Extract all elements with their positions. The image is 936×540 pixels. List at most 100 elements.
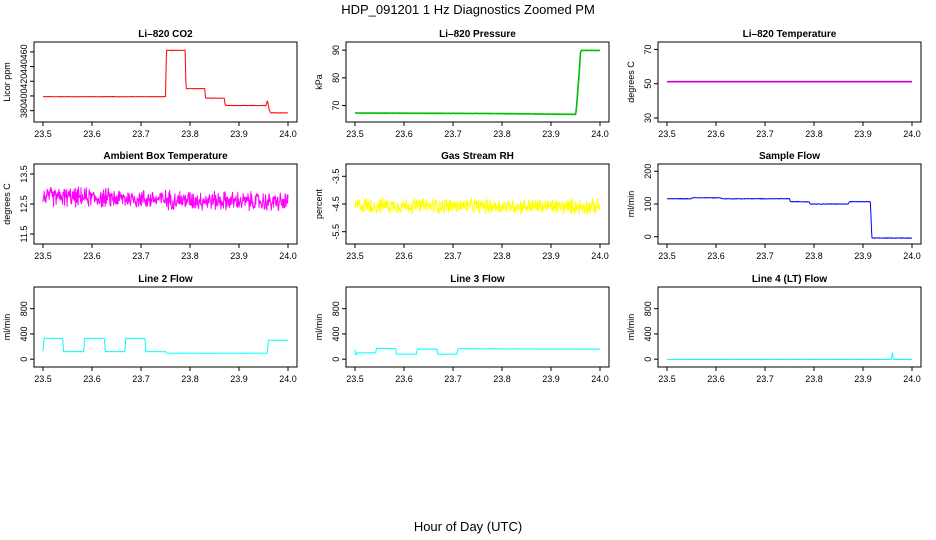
x-tick-label: 23.9 bbox=[854, 129, 872, 139]
y-axis-label: ml/min bbox=[626, 191, 636, 218]
x-tick-label: 23.5 bbox=[346, 374, 364, 384]
y-tick-label: 380 bbox=[19, 103, 29, 118]
y-axis-label: percent bbox=[314, 188, 324, 219]
chart-panel: Ambient Box Temperature 23.5 23.6 23.7 23.8 2… bbox=[2, 151, 298, 261]
data-series-line bbox=[666, 197, 913, 239]
y-tick-label: 200 bbox=[643, 164, 653, 179]
y-axis-label: kPa bbox=[314, 74, 324, 90]
panel-title: Li–820 Temperature bbox=[743, 29, 837, 40]
x-tick-label: 24.0 bbox=[279, 251, 297, 261]
y-tick-label: 800 bbox=[331, 301, 341, 316]
y-tick-label: 800 bbox=[19, 301, 29, 316]
x-tick-label: 23.5 bbox=[34, 374, 52, 384]
y-tick-label: 70 bbox=[331, 101, 341, 111]
x-tick-label: 23.9 bbox=[230, 251, 248, 261]
data-series-line bbox=[354, 196, 601, 215]
data-series-line bbox=[42, 49, 289, 114]
y-tick-label: 80 bbox=[331, 73, 341, 83]
x-tick-label: 23.8 bbox=[805, 129, 823, 139]
y-tick-label: 0 bbox=[643, 234, 653, 239]
chart-panel: Line 3 Flow 23.5 23.6 23.7 23.8 23.9 24.0 0 400 8… bbox=[314, 274, 610, 384]
y-tick-label: 0 bbox=[643, 357, 653, 362]
data-series-line bbox=[666, 352, 913, 361]
x-tick-label: 24.0 bbox=[279, 374, 297, 384]
y-tick-label: 400 bbox=[331, 326, 341, 341]
x-tick-label: 23.5 bbox=[658, 374, 676, 384]
x-tick-label: 23.8 bbox=[493, 374, 511, 384]
y-tick-label: 400 bbox=[19, 326, 29, 341]
x-tick-label: 24.0 bbox=[903, 251, 921, 261]
x-tick-label: 23.7 bbox=[444, 374, 462, 384]
plot-frame bbox=[657, 163, 922, 245]
x-tick-label: 24.0 bbox=[279, 129, 297, 139]
y-axis-label: degrees C bbox=[626, 61, 636, 103]
x-tick-label: 23.7 bbox=[756, 251, 774, 261]
panel-title: Line 3 Flow bbox=[450, 274, 505, 285]
x-tick-label: 23.8 bbox=[805, 374, 823, 384]
y-tick-label: 460 bbox=[19, 44, 29, 59]
plot-frame bbox=[33, 286, 298, 368]
x-tick-label: 23.5 bbox=[346, 251, 364, 261]
y-axis-label: degrees C bbox=[2, 183, 12, 225]
x-tick-label: 23.6 bbox=[395, 374, 413, 384]
x-tick-label: 23.7 bbox=[132, 251, 150, 261]
y-tick-label: 30 bbox=[643, 113, 653, 123]
x-tick-label: 24.0 bbox=[591, 129, 609, 139]
plot-frame bbox=[345, 41, 610, 123]
plot-frame bbox=[657, 41, 922, 123]
x-tick-label: 23.9 bbox=[854, 251, 872, 261]
x-tick-label: 23.6 bbox=[83, 251, 101, 261]
x-tick-label: 23.9 bbox=[542, 251, 560, 261]
x-axis-title: Hour of Day (UTC) bbox=[414, 519, 522, 534]
y-tick-label: -4.5 bbox=[331, 196, 341, 212]
x-tick-label: 23.5 bbox=[34, 251, 52, 261]
x-tick-label: 23.7 bbox=[444, 129, 462, 139]
x-tick-label: 23.8 bbox=[805, 251, 823, 261]
chart-panel: Li–820 Temperature 23.5 23.6 23.7 23.8 23.9 24… bbox=[626, 29, 922, 139]
y-tick-label: 420 bbox=[19, 74, 29, 89]
plot-frame bbox=[657, 286, 922, 368]
panel-title: Line 2 Flow bbox=[138, 274, 193, 285]
x-tick-label: 23.9 bbox=[542, 129, 560, 139]
y-tick-label: 800 bbox=[643, 301, 653, 316]
x-tick-label: 23.5 bbox=[346, 129, 364, 139]
y-tick-label: 13.5 bbox=[19, 165, 29, 183]
y-tick-label: 70 bbox=[643, 44, 653, 54]
x-tick-label: 23.9 bbox=[230, 374, 248, 384]
x-tick-label: 23.9 bbox=[854, 374, 872, 384]
y-axis-label: ml/min bbox=[626, 314, 636, 341]
x-tick-label: 24.0 bbox=[903, 129, 921, 139]
panel-title: Li–820 Pressure bbox=[439, 29, 516, 40]
x-tick-label: 23.6 bbox=[83, 129, 101, 139]
plot-frame bbox=[33, 41, 298, 123]
x-tick-label: 23.9 bbox=[230, 129, 248, 139]
x-tick-label: 23.7 bbox=[444, 251, 462, 261]
y-tick-label: 90 bbox=[331, 45, 341, 55]
data-series-line bbox=[42, 186, 289, 212]
x-tick-label: 23.8 bbox=[493, 129, 511, 139]
plot-frame bbox=[33, 163, 298, 245]
plot-frame bbox=[345, 286, 610, 368]
y-axis-label: ml/min bbox=[2, 314, 12, 341]
panel-title: Sample Flow bbox=[759, 151, 820, 162]
x-tick-label: 23.5 bbox=[658, 129, 676, 139]
panel-title: Gas Stream RH bbox=[441, 151, 514, 162]
y-tick-label: 11.5 bbox=[19, 226, 29, 243]
figure-title: HDP_091201 1 Hz Diagnostics Zoomed PM bbox=[341, 2, 595, 17]
x-tick-label: 23.6 bbox=[395, 129, 413, 139]
chart-panel: Li–820 Pressure 23.5 23.6 23.7 23.8 23.9 24.0 7… bbox=[314, 29, 610, 139]
y-axis-label: Licor ppm bbox=[2, 62, 12, 102]
y-tick-label: 12.5 bbox=[19, 195, 29, 213]
x-tick-label: 23.8 bbox=[181, 129, 199, 139]
chart-panel: Sample Flow 23.5 23.6 23.7 23.8 23.9 24.0 0 100 2… bbox=[626, 151, 922, 261]
x-tick-label: 23.8 bbox=[181, 374, 199, 384]
y-tick-label: -3.5 bbox=[331, 169, 341, 185]
data-series-line bbox=[354, 49, 601, 116]
panel-title: Line 4 (LT) Flow bbox=[752, 274, 828, 285]
x-tick-label: 23.6 bbox=[395, 251, 413, 261]
chart-panel: Gas Stream RH 23.5 23.6 23.7 23.8 23.9 24.0 -5.… bbox=[314, 151, 610, 261]
x-tick-label: 23.8 bbox=[493, 251, 511, 261]
